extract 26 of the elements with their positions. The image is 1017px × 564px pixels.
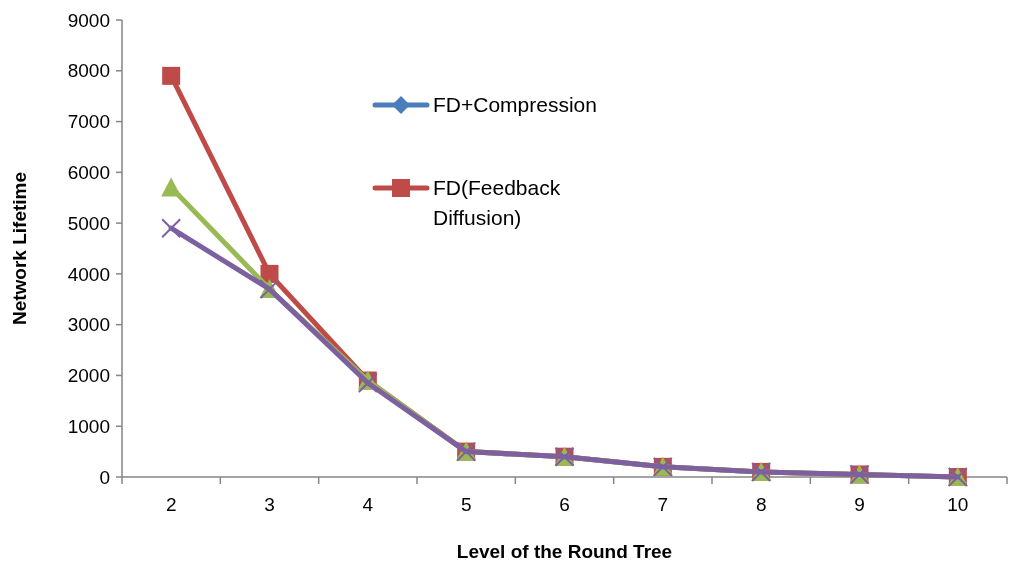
y-tick-label: 1000 (67, 415, 110, 437)
x-tick-label: 9 (854, 494, 865, 515)
y-tick-label: 7000 (67, 111, 110, 133)
x-axis-title: Level of the Round Tree (456, 541, 673, 562)
point (162, 66, 181, 85)
legend-label: FD(Feedback Diffusion) (433, 176, 561, 229)
y-tick-label: 6000 (67, 161, 110, 183)
x-tick-label: 10 (947, 494, 969, 515)
y-tick-label: 2000 (67, 365, 110, 387)
x-tick-label: 4 (362, 494, 374, 515)
y-tick-label: 3000 (67, 314, 110, 336)
y-tick-label: 4000 (67, 263, 110, 285)
x-tick-label: 5 (460, 494, 472, 515)
point (161, 218, 182, 239)
y-tick-label: 0 (99, 466, 110, 488)
x-tick-label: 6 (559, 494, 570, 515)
y-tick-label: 5000 (67, 212, 110, 234)
y-axis-title: Network Lifetime (9, 171, 30, 326)
y-tick-label: 8000 (67, 60, 110, 82)
x-tick-label: 7 (657, 494, 669, 515)
x-tick-label: 3 (264, 494, 275, 515)
x-tick-label: 2 (165, 494, 177, 515)
x-tick-label: 8 (755, 494, 767, 515)
y-tick-label: 9000 (67, 9, 110, 31)
legend-label: FD+Compression (433, 93, 597, 117)
point (161, 177, 182, 197)
